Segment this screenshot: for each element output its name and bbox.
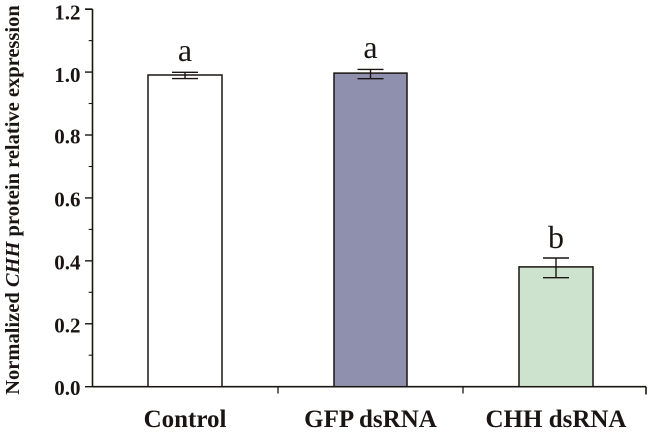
svg-text:b: b (548, 219, 564, 255)
svg-text:Control: Control (144, 406, 227, 433)
svg-text:CHH dsRNA: CHH dsRNA (486, 406, 627, 433)
svg-text:a: a (178, 32, 192, 68)
svg-text:0.4: 0.4 (54, 251, 81, 275)
svg-text:0.8: 0.8 (54, 125, 80, 149)
svg-text:GFP dsRNA: GFP dsRNA (304, 406, 437, 433)
svg-text:Normalized CHH protein relativ: Normalized CHH protein relative expressi… (2, 5, 24, 395)
svg-text:0.2: 0.2 (54, 314, 80, 338)
svg-text:0.6: 0.6 (54, 188, 80, 212)
svg-text:a: a (363, 29, 377, 65)
svg-text:1.2: 1.2 (54, 1, 80, 25)
svg-text:1.0: 1.0 (54, 63, 80, 87)
svg-text:0.0: 0.0 (54, 376, 80, 400)
